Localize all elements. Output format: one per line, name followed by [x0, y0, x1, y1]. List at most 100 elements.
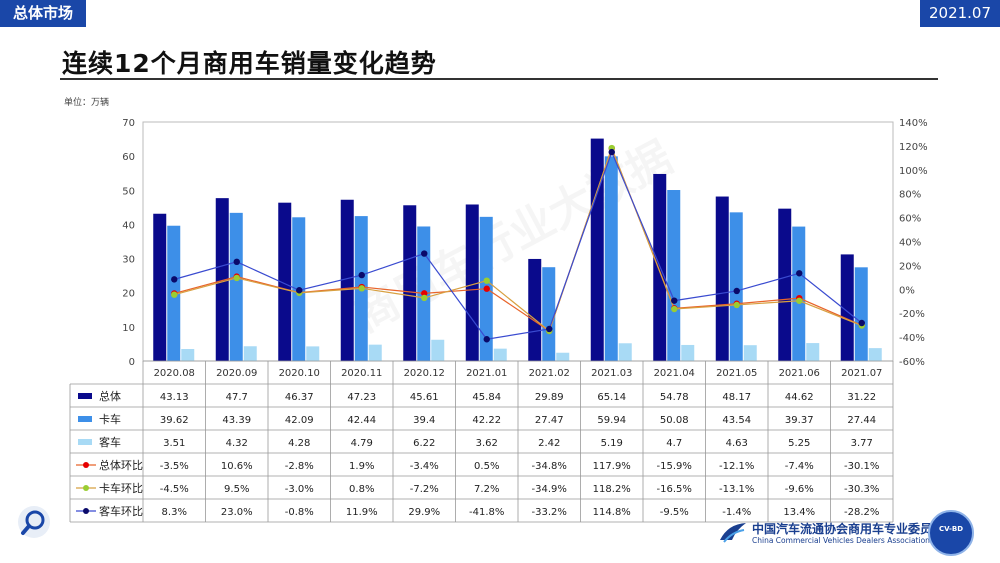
- x-tick-label: 2020.11: [341, 368, 382, 379]
- table-cell: 5.19: [601, 438, 623, 449]
- total-bar: [528, 258, 542, 361]
- x-tick-label: 2020.12: [404, 368, 445, 379]
- table-cell: 39.62: [160, 415, 189, 426]
- table-cell: 4.63: [726, 438, 748, 449]
- search-icon[interactable]: [17, 505, 51, 539]
- bus-bar: [868, 348, 882, 361]
- table-cell: 5.25: [788, 438, 810, 449]
- table-cell: 45.61: [410, 392, 439, 403]
- y-left-tick-label: 30: [122, 255, 135, 266]
- table-cell: 42.09: [285, 415, 314, 426]
- y-right-tick-label: 20%: [899, 261, 921, 272]
- table-cell: -9.6%: [785, 484, 814, 495]
- table-cell: -9.5%: [660, 507, 689, 518]
- y-right-tick-label: -40%: [899, 333, 925, 344]
- y-right-tick-label: 60%: [899, 214, 921, 225]
- total-bar: [215, 198, 229, 361]
- truck-ratio-point: [421, 294, 428, 302]
- legend-label: 卡车: [99, 412, 121, 426]
- table-cell: 59.94: [597, 415, 626, 426]
- table-cell: 114.8%: [593, 507, 631, 518]
- legend-marker: [83, 462, 89, 468]
- table-cell: 42.22: [472, 415, 501, 426]
- table-cell: -2.8%: [285, 461, 314, 472]
- y-left-tick-label: 0: [129, 357, 135, 368]
- bus-bar: [806, 343, 820, 361]
- table-cell: -3.0%: [285, 484, 314, 495]
- table-cell: -30.1%: [844, 461, 879, 472]
- truck-ratio-point: [358, 285, 365, 292]
- table-cell: -41.8%: [469, 507, 504, 518]
- table-cell: -13.1%: [719, 484, 754, 495]
- total-bar: [778, 208, 792, 361]
- bus-bar: [743, 345, 757, 361]
- table-cell: 4.28: [288, 438, 310, 449]
- legend-swatch: [78, 393, 92, 399]
- truck-ratio-point: [733, 301, 740, 309]
- table-cell: -3.4%: [410, 461, 439, 472]
- total-bar: [715, 196, 729, 361]
- table-cell: -30.3%: [844, 484, 879, 495]
- bus-ratio-point: [671, 297, 678, 304]
- truck-bar: [729, 212, 743, 361]
- x-tick-label: 2020.08: [154, 368, 195, 379]
- legend-label: 卡车环比: [99, 481, 143, 495]
- x-tick-label: 2020.10: [279, 368, 320, 379]
- bus-ratio-point: [608, 148, 615, 156]
- bus-bar: [306, 346, 320, 361]
- table-cell: -34.8%: [532, 461, 567, 472]
- truck-ratio-line: [174, 146, 862, 333]
- table-cell: 2.42: [538, 438, 560, 449]
- table-cell: 47.7: [226, 392, 248, 403]
- table-cell: 42.44: [347, 415, 376, 426]
- y-right-tick-label: 0%: [899, 285, 915, 296]
- bus-ratio-point: [233, 258, 240, 266]
- legend-label: 总体环比: [99, 458, 143, 472]
- truck-ratio-point: [483, 277, 490, 284]
- table-cell: 9.5%: [224, 484, 249, 495]
- table-cell: 39.37: [785, 415, 814, 426]
- table-cell: -3.5%: [160, 461, 189, 472]
- y-left-tick-label: 70: [122, 118, 135, 129]
- table-cell: 54.78: [660, 392, 689, 403]
- table-cell: 3.77: [851, 438, 873, 449]
- x-tick-label: 2021.02: [529, 368, 570, 379]
- table-cell: 10.6%: [221, 461, 253, 472]
- table-cell: 27.44: [847, 415, 876, 426]
- bus-bar: [618, 343, 632, 361]
- y-right-tick-label: 100%: [899, 166, 928, 177]
- total-bar: [840, 254, 854, 361]
- y-right-tick-label: -20%: [899, 309, 925, 320]
- table-cell: 4.32: [226, 438, 248, 449]
- bus-bar: [181, 349, 195, 361]
- bus-ratio-point: [483, 336, 490, 343]
- bus-ratio-point: [733, 287, 740, 295]
- association-name-en: China Commercial Vehicles Dealers Associ…: [752, 536, 930, 545]
- total-bar: [278, 202, 292, 361]
- x-tick-label: 2021.04: [654, 368, 695, 379]
- page-title: 连续12个月商用车销量变化趋势: [62, 49, 437, 78]
- table-cell: 8.3%: [162, 507, 187, 518]
- table-cell: 46.37: [285, 392, 314, 403]
- bus-bar: [493, 348, 507, 361]
- table-cell: 29.9%: [408, 507, 440, 518]
- table-cell: 7.2%: [474, 484, 499, 495]
- x-tick-label: 2021.07: [841, 368, 882, 379]
- bus-bar: [243, 346, 257, 361]
- seal-text: CV-BD: [938, 525, 964, 533]
- legend-label: 客车: [99, 435, 121, 449]
- total-bar: [403, 205, 417, 361]
- truck-bar: [542, 267, 556, 361]
- table-cell: 48.17: [722, 392, 751, 403]
- legend-marker: [83, 508, 89, 514]
- association-name-cn: 中国汽车流通协会商用车专业委员会: [752, 522, 945, 536]
- y-right-tick-label: 120%: [899, 142, 928, 153]
- table-cell: 43.39: [222, 415, 251, 426]
- x-tick-label: 2021.05: [716, 368, 757, 379]
- table-cell: -0.8%: [285, 507, 314, 518]
- truck-ratio-point: [671, 305, 678, 313]
- x-tick-label: 2021.01: [466, 368, 507, 379]
- legend-label: 客车环比: [99, 504, 143, 518]
- bus-ratio-point: [546, 325, 553, 333]
